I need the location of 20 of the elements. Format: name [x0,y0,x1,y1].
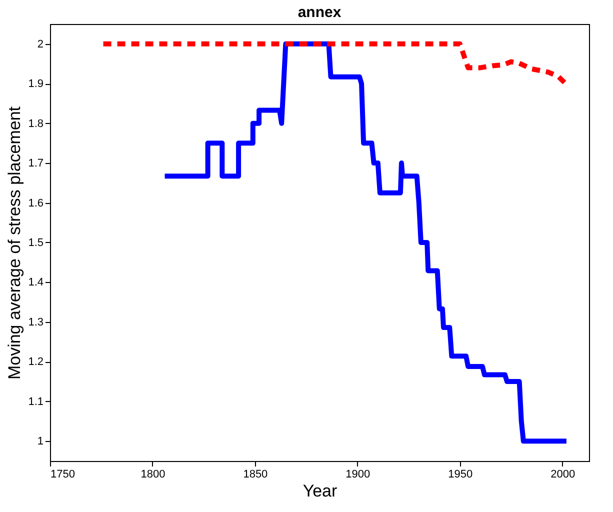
y-tick-label: 1.3 [28,316,44,328]
x-tick-label: 1800 [140,468,166,480]
y-tick-label: 1 [37,436,44,448]
x-tick-label: 1750 [50,468,75,480]
x-axis-title: Year [302,482,338,500]
x-tick-label: 1950 [448,468,473,480]
y-tick-label: 1.1 [28,396,44,408]
y-tick-label: 1.8 [28,118,44,130]
x-tick-label: 1850 [243,468,268,480]
y-tick-label: 1.7 [28,158,44,170]
y-tick-label: 1.9 [28,78,44,90]
y-tick-label: 2 [37,38,44,50]
y-tick-label: 1.6 [28,197,44,210]
chart-title: annex [298,4,342,21]
x-tick-label: 1900 [346,468,370,480]
y-tick-label: 1.5 [28,237,44,249]
y-tick-label: 1.2 [28,356,44,368]
y-axis-title: Moving average of stress placement [5,106,24,380]
y-tick-label: 1.4 [28,276,44,289]
x-tick-label: 2000 [550,468,576,480]
